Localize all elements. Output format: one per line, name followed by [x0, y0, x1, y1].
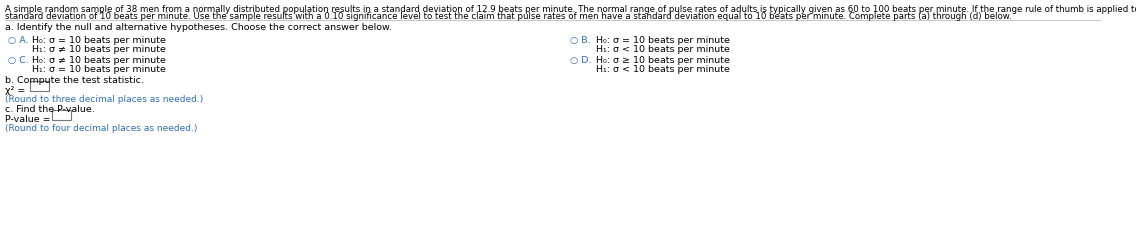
Text: H₁: σ ≠ 10 beats per minute: H₁: σ ≠ 10 beats per minute	[32, 45, 166, 54]
Text: (Round to four decimal places as needed.): (Round to four decimal places as needed.…	[5, 124, 198, 133]
FancyBboxPatch shape	[30, 80, 49, 90]
Text: χ² =: χ² =	[5, 86, 25, 95]
Text: c. Find the P-value.: c. Find the P-value.	[5, 105, 94, 114]
Text: P-value =: P-value =	[5, 115, 51, 124]
Text: ○ C.: ○ C.	[8, 56, 28, 65]
Text: standard deviation of 10 beats per minute. Use the sample results with a 0.10 si: standard deviation of 10 beats per minut…	[5, 12, 1012, 21]
Text: H₁: σ < 10 beats per minute: H₁: σ < 10 beats per minute	[596, 45, 729, 54]
Text: ○ A.: ○ A.	[8, 36, 28, 45]
Text: (Round to three decimal places as needed.): (Round to three decimal places as needed…	[5, 95, 203, 104]
Text: ○ B.: ○ B.	[570, 36, 591, 45]
Text: ○ D.: ○ D.	[570, 56, 592, 65]
Text: A simple random sample of 38 men from a normally distributed population results : A simple random sample of 38 men from a …	[5, 5, 1136, 14]
Text: H₁: σ = 10 beats per minute: H₁: σ = 10 beats per minute	[32, 65, 166, 74]
Text: H₀: σ = 10 beats per minute: H₀: σ = 10 beats per minute	[596, 36, 729, 45]
Text: a. Identify the null and alternative hypotheses. Choose the correct answer below: a. Identify the null and alternative hyp…	[5, 23, 392, 32]
Text: H₀: σ ≥ 10 beats per minute: H₀: σ ≥ 10 beats per minute	[596, 56, 729, 65]
FancyBboxPatch shape	[51, 109, 70, 119]
Text: b. Compute the test statistic.: b. Compute the test statistic.	[5, 76, 144, 85]
Text: H₁: σ < 10 beats per minute: H₁: σ < 10 beats per minute	[596, 65, 729, 74]
Text: H₀: σ = 10 beats per minute: H₀: σ = 10 beats per minute	[32, 36, 166, 45]
Text: H₀: σ ≠ 10 beats per minute: H₀: σ ≠ 10 beats per minute	[32, 56, 166, 65]
